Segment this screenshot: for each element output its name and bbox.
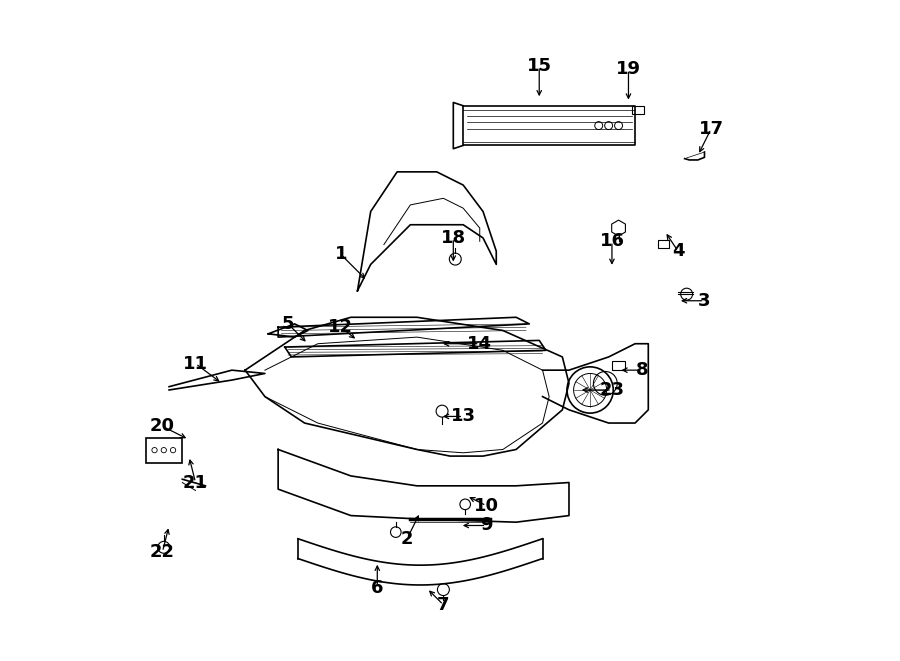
- Text: 2: 2: [400, 529, 413, 548]
- Text: 22: 22: [150, 543, 175, 561]
- Text: 18: 18: [441, 229, 466, 247]
- Text: 17: 17: [698, 120, 724, 138]
- Text: 8: 8: [635, 361, 648, 379]
- Text: 20: 20: [150, 417, 175, 436]
- Text: 21: 21: [183, 473, 208, 492]
- Text: 12: 12: [328, 318, 354, 336]
- Text: 5: 5: [282, 315, 294, 333]
- Text: 7: 7: [437, 596, 450, 614]
- Text: 10: 10: [474, 496, 499, 515]
- Text: 23: 23: [599, 381, 625, 399]
- Text: 15: 15: [526, 57, 552, 75]
- Text: 6: 6: [371, 579, 383, 598]
- Text: 1: 1: [335, 245, 347, 264]
- Text: 4: 4: [671, 242, 684, 260]
- Text: 19: 19: [616, 60, 641, 79]
- Text: 3: 3: [698, 292, 711, 310]
- Text: 13: 13: [451, 407, 476, 426]
- Text: 16: 16: [599, 232, 625, 251]
- Text: 9: 9: [480, 516, 492, 535]
- Text: 11: 11: [183, 354, 208, 373]
- Text: 14: 14: [467, 334, 492, 353]
